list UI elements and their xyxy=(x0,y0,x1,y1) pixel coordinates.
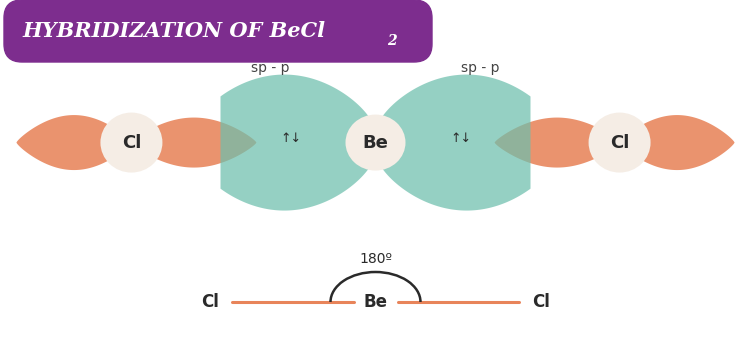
Text: 180º: 180º xyxy=(359,252,392,266)
Ellipse shape xyxy=(589,113,650,172)
Polygon shape xyxy=(376,75,530,210)
Polygon shape xyxy=(620,115,734,170)
Polygon shape xyxy=(17,115,131,170)
Polygon shape xyxy=(348,131,376,155)
Text: Be: Be xyxy=(363,293,388,311)
Ellipse shape xyxy=(101,113,162,172)
Text: ↑↓: ↑↓ xyxy=(280,132,301,145)
Text: Cl: Cl xyxy=(610,133,629,152)
Polygon shape xyxy=(495,118,620,168)
FancyBboxPatch shape xyxy=(4,0,432,62)
Ellipse shape xyxy=(345,114,406,171)
Text: ↑↓: ↑↓ xyxy=(450,132,471,145)
Polygon shape xyxy=(221,75,376,210)
Text: 2: 2 xyxy=(388,34,397,48)
Text: sp - p: sp - p xyxy=(252,61,290,75)
Text: Cl: Cl xyxy=(201,293,219,311)
Polygon shape xyxy=(131,118,256,168)
Polygon shape xyxy=(376,131,403,155)
Text: Be: Be xyxy=(363,133,388,152)
Text: Cl: Cl xyxy=(122,133,141,152)
Text: HYBRIDIZATION OF BeCl: HYBRIDIZATION OF BeCl xyxy=(22,21,325,41)
Text: Cl: Cl xyxy=(532,293,550,311)
Text: sp - p: sp - p xyxy=(461,61,499,75)
